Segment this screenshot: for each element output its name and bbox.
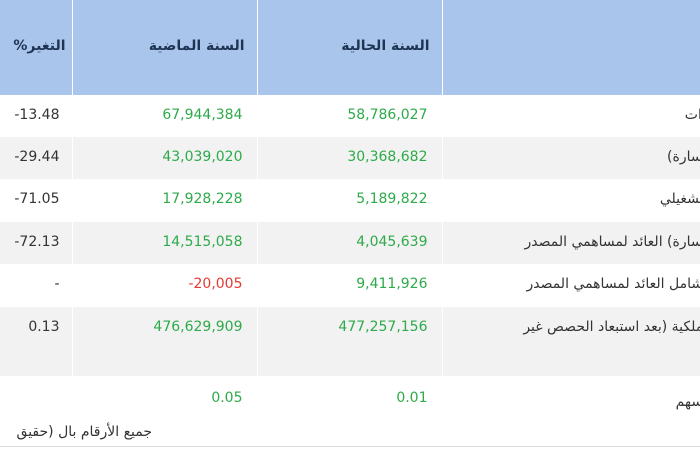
table-body: -13.48 67,944,384 58,786,027 ادات -29.44…: [0, 95, 700, 417]
current-year-cell: 5,189,822: [257, 179, 443, 222]
row-label: الشامل العائد لمساهمي المصدر: [526, 276, 700, 292]
previous-year-cell: 476,629,909: [72, 307, 258, 376]
previous-year-cell: -20,005: [72, 264, 258, 307]
previous-year-cell: 0.05: [72, 376, 258, 417]
financial-summary-table-wrapper: التغير% السنة الماضية السنة الحالية -13.…: [0, 0, 700, 417]
current-year-cell: 30,368,682: [257, 137, 443, 179]
header-label: [442, 0, 700, 95]
table-row: - -20,005 9,411,926 الشامل العائد لمساهم…: [0, 264, 700, 307]
table-row: -71.05 17,928,228 5,189,822 التشغيلي: [0, 179, 700, 222]
header-current-year: السنة الحالية: [257, 0, 443, 95]
footnote: جميع الأرقام بال (حقيق: [16, 424, 152, 440]
previous-year-cell: 14,515,058: [72, 222, 258, 264]
change-cell: 0.13: [0, 307, 73, 376]
change-cell: [0, 376, 73, 417]
previous-year-cell: 67,944,384: [72, 95, 258, 137]
table-row: 0.13 476,629,909 477,257,156 الملكية (بع…: [0, 307, 700, 376]
table-row: -72.13 14,515,058 4,045,639 خسارة) العائ…: [0, 222, 700, 264]
row-label: خسارة): [667, 149, 700, 165]
previous-year-cell: 43,039,020: [72, 137, 258, 179]
current-year-cell: 9,411,926: [257, 264, 443, 307]
row-label: الملكية (بعد استبعاد الحصص غير: [523, 319, 700, 335]
table-row: -29.44 43,039,020 30,368,682 خسارة): [0, 137, 700, 179]
current-year-cell: 4,045,639: [257, 222, 443, 264]
change-cell: -29.44: [0, 137, 73, 179]
change-cell: -: [0, 264, 73, 307]
table-header: التغير% السنة الماضية السنة الحالية: [0, 0, 700, 95]
change-cell: -13.48: [0, 95, 73, 137]
current-year-cell: 0.01: [257, 376, 443, 417]
header-previous-year: السنة الماضية: [72, 0, 258, 95]
change-cell: -72.13: [0, 222, 73, 264]
row-label: السهم: [675, 394, 700, 410]
current-year-cell: 58,786,027: [257, 95, 443, 137]
row-label: التشغيلي: [659, 191, 700, 207]
previous-year-cell: 17,928,228: [72, 179, 258, 222]
row-label: خسارة) العائد لمساهمي المصدر: [524, 234, 700, 250]
financial-summary-table: التغير% السنة الماضية السنة الحالية -13.…: [0, 0, 700, 417]
header-change: التغير%: [0, 0, 73, 95]
table-row: 0.05 0.01 السهم: [0, 376, 700, 417]
row-label: ادات: [684, 107, 700, 123]
footnote-container: جميع الأرقام بال (حقيق: [0, 420, 152, 444]
bottom-divider: [0, 446, 700, 447]
change-cell: -71.05: [0, 179, 73, 222]
current-year-cell: 477,257,156: [257, 307, 443, 376]
table-row: -13.48 67,944,384 58,786,027 ادات: [0, 95, 700, 137]
